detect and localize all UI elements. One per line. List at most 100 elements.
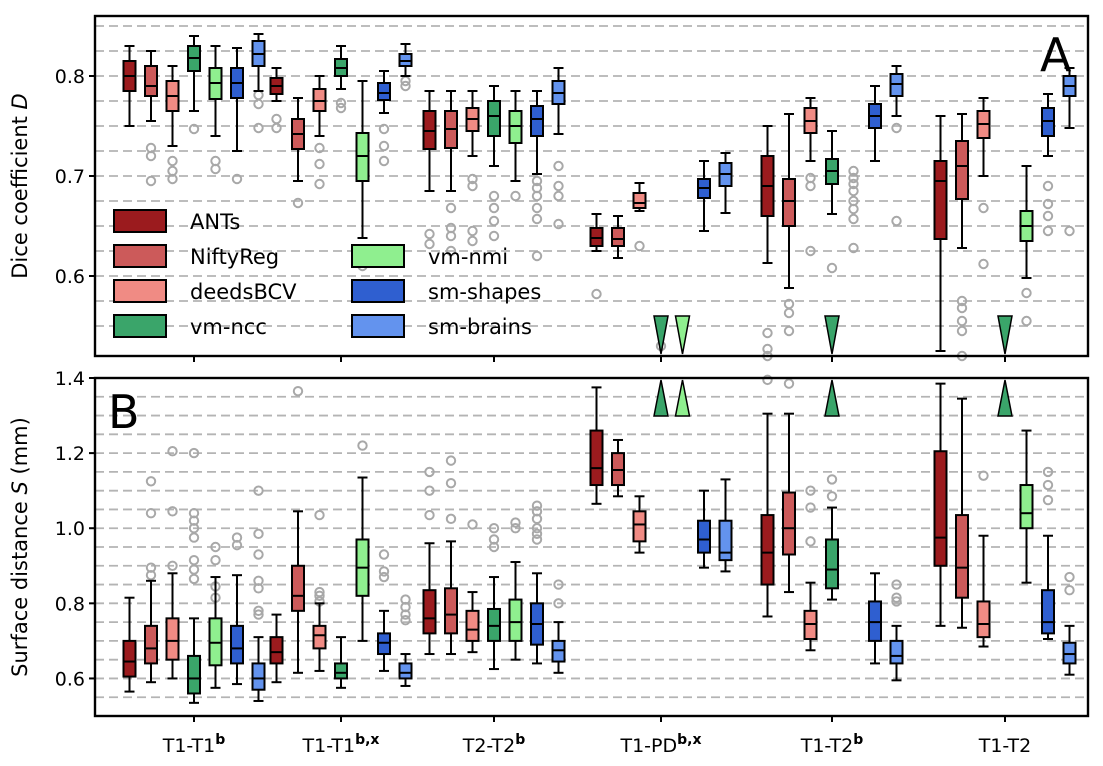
- outlier-point: [1042, 479, 1054, 491]
- box-ANTs: [760, 514, 775, 586]
- outlier-point: [253, 122, 264, 134]
- outlier-point: [978, 470, 989, 481]
- outlier-point: [378, 571, 390, 583]
- box-deedsBCV: [632, 192, 647, 209]
- outlier-point: [188, 532, 200, 543]
- outlier-point: [1042, 198, 1054, 210]
- outlier-point: [1064, 584, 1075, 596]
- y-axis-label: Surface distance S (mm): [8, 417, 32, 677]
- box-sm-shapes: [697, 519, 711, 554]
- outlier-point: [531, 213, 543, 225]
- box-sm-shapes: [1041, 589, 1055, 635]
- outlier-point: [145, 175, 157, 187]
- x-tick-label: T1-T2: [978, 735, 1032, 757]
- box-ANTs: [933, 450, 948, 567]
- out-of-range-marker: [824, 379, 840, 417]
- box-ANTs: [589, 429, 604, 487]
- outlier-point: [467, 235, 478, 247]
- y-tick-label: 0.7: [55, 166, 85, 188]
- box-ANTs: [269, 636, 284, 665]
- box-NiftyReg: [955, 514, 969, 599]
- outlier-point: [805, 536, 816, 547]
- outlier-point: [848, 242, 859, 254]
- outlier-point: [145, 150, 157, 162]
- outlier-point: [335, 102, 347, 114]
- out-of-range-marker: [824, 315, 840, 355]
- legend-label: vm-nmi: [428, 245, 508, 269]
- legend-label: ANTs: [190, 210, 240, 234]
- outlier-point: [424, 228, 435, 240]
- x-tick-label: T2-T2b: [462, 732, 526, 757]
- outlier-point: [188, 447, 200, 459]
- outlier-point: [424, 485, 435, 496]
- outlier-point: [167, 560, 178, 571]
- outlier-point: [445, 230, 457, 242]
- outlier-point: [467, 180, 478, 192]
- out-of-range-marker: [653, 315, 669, 355]
- box-NiftyReg: [955, 140, 969, 200]
- outlier-point: [253, 98, 264, 110]
- box-vm-ncc: [187, 654, 201, 695]
- outlier-point: [467, 519, 478, 530]
- outlier-point: [848, 213, 859, 225]
- box-NiftyReg: [144, 624, 158, 665]
- outlier-point: [762, 343, 773, 355]
- outlier-point: [253, 609, 264, 620]
- box-sm-brains: [718, 519, 733, 562]
- outlier-point: [510, 523, 521, 534]
- outlier-point: [553, 218, 564, 230]
- box-sm-shapes: [230, 624, 244, 665]
- outlier-point: [488, 541, 500, 553]
- legend-swatch-vm-nmi: [351, 244, 405, 268]
- outlier-point: [891, 215, 902, 227]
- outlier-point: [167, 155, 178, 167]
- outlier-point: [553, 579, 564, 590]
- outlier-point: [531, 175, 543, 187]
- box-vm-nmi: [508, 598, 523, 642]
- box-sm-brains: [889, 639, 904, 665]
- out-of-range-marker: [674, 379, 691, 417]
- axes-frame: [93, 14, 1090, 358]
- outlier-point: [271, 113, 282, 125]
- outlier-point: [762, 327, 773, 339]
- outlier-point: [335, 97, 347, 109]
- box-deedsBCV: [312, 624, 327, 650]
- outlier-point: [848, 185, 859, 197]
- outlier-point: [314, 590, 325, 602]
- x-axis-tick-labels: T1-T1b T1-T1b,x T2-T2b T1-PDb,x T1-T2b T1-T2: [162, 732, 1032, 757]
- outlier-point: [145, 508, 157, 519]
- outlier-point: [956, 315, 968, 327]
- axes-frame: [93, 376, 1090, 718]
- outlier-point: [956, 325, 968, 337]
- outlier-point: [762, 374, 773, 386]
- outlier-point: [488, 190, 500, 202]
- box-sm-shapes: [530, 105, 544, 137]
- out-of-range-marker: [997, 379, 1013, 417]
- outlier-point: [400, 615, 411, 626]
- outlier-point: [292, 197, 304, 209]
- outlier-point: [253, 528, 264, 540]
- box-NiftyReg: [782, 178, 796, 227]
- legend-swatch-NiftyReg: [113, 244, 167, 268]
- box-vm-nmi: [1019, 484, 1034, 530]
- outlier-point: [805, 180, 816, 192]
- box-NiftyReg: [291, 564, 305, 612]
- panel-label: B: [108, 385, 140, 439]
- box-ANTs: [933, 160, 948, 240]
- legend-swatch-sm-brains: [351, 314, 405, 338]
- outlier-point: [978, 202, 989, 214]
- outlier-point: [553, 190, 564, 202]
- legend-label: sm-shapes: [428, 280, 541, 304]
- outlier-point: [956, 302, 968, 314]
- outlier-point: [467, 225, 478, 237]
- legend-swatch-vm-ncc: [113, 314, 167, 338]
- outlier-point: [1042, 180, 1054, 192]
- box-sm-brains: [251, 662, 266, 691]
- outlier-point: [167, 506, 178, 517]
- box-NiftyReg: [611, 227, 625, 247]
- y-tick-label: 1.0: [55, 518, 85, 540]
- outlier-point: [488, 202, 500, 214]
- outlier-point: [253, 485, 264, 496]
- outlier-point: [634, 240, 645, 252]
